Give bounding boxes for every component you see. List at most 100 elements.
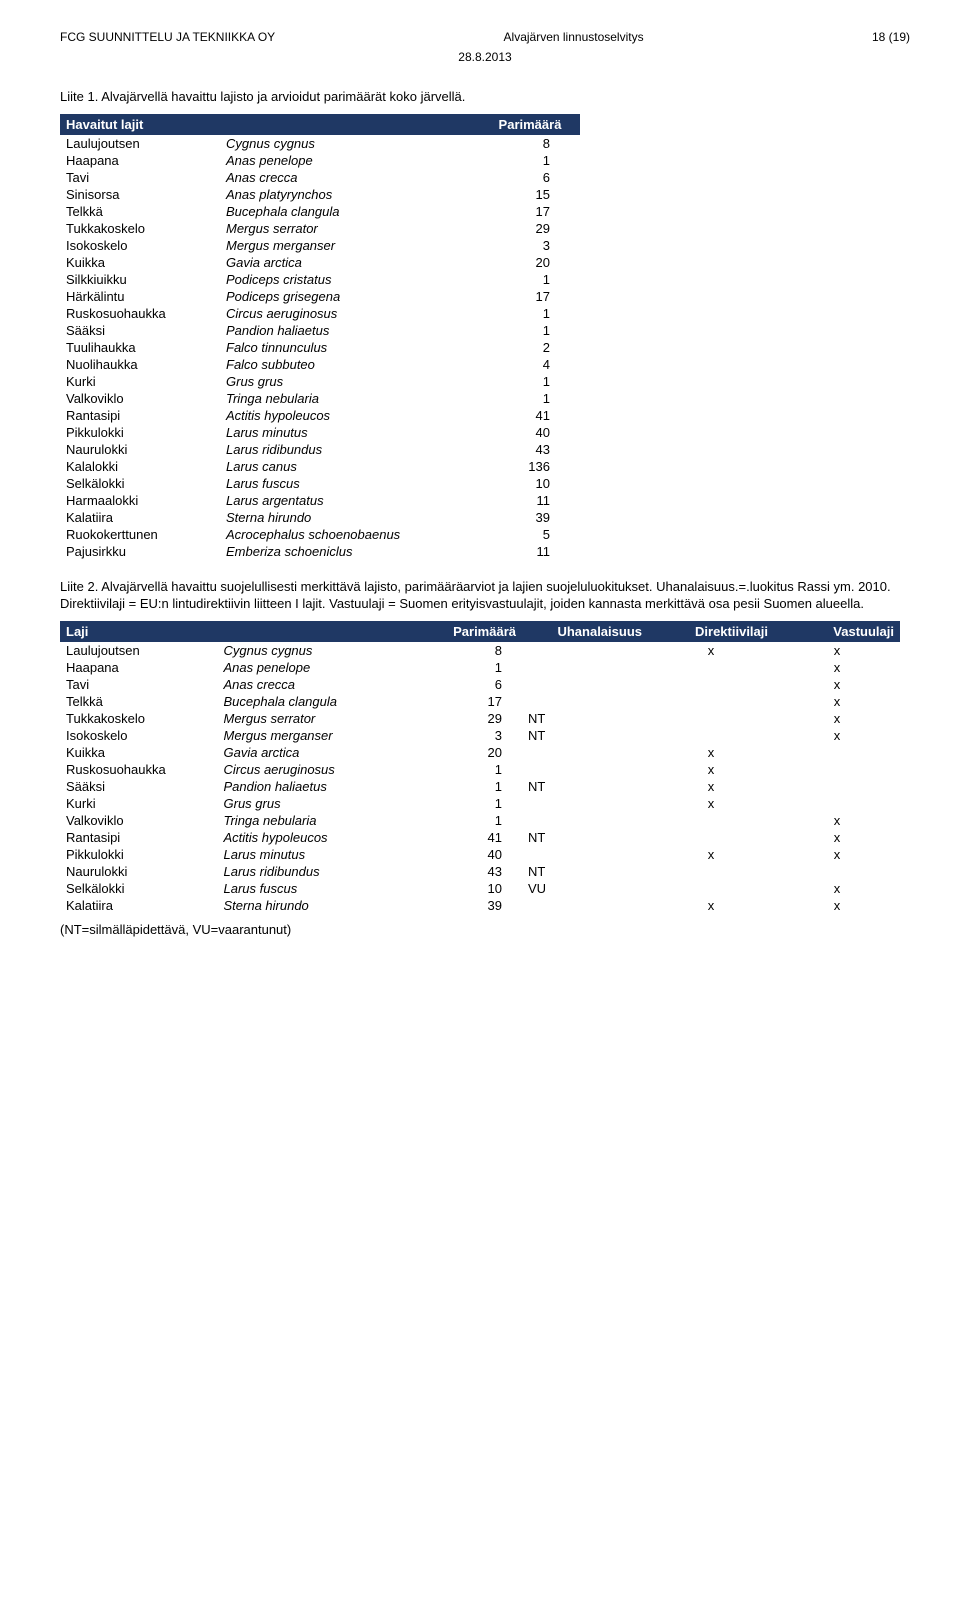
cell: VU	[522, 880, 648, 897]
cell: Laulujoutsen	[60, 642, 218, 659]
cell-name: Telkkä	[60, 203, 220, 220]
cell-count: 5	[480, 526, 580, 543]
col-scientific	[220, 114, 480, 135]
table-row: IsokoskeloMergus merganser3NTx	[60, 727, 900, 744]
cell: Isokoskelo	[60, 727, 218, 744]
cell: 6	[428, 676, 523, 693]
cell: Sääksi	[60, 778, 218, 795]
cell: 1	[428, 795, 523, 812]
cell-sci: Falco tinnunculus	[220, 339, 480, 356]
cell: Selkälokki	[60, 880, 218, 897]
cell: Kurki	[60, 795, 218, 812]
table-header-row: Laji Parimäärä Uhanalaisuus Direktiivila…	[60, 621, 900, 642]
cell-count: 1	[480, 271, 580, 288]
cell: 20	[428, 744, 523, 761]
table-row: TukkakoskeloMergus serrator29	[60, 220, 580, 237]
table-row: KalatiiraSterna hirundo39	[60, 509, 580, 526]
cell-sci: Podiceps grisegena	[220, 288, 480, 305]
cell-sci: Anas platyrynchos	[220, 186, 480, 203]
cell: Tavi	[60, 676, 218, 693]
cell	[774, 744, 900, 761]
cell-name: Selkälokki	[60, 475, 220, 492]
cell-name: Laulujoutsen	[60, 135, 220, 152]
cell-sci: Larus fuscus	[220, 475, 480, 492]
table-row: NaurulokkiLarus ridibundus43NT	[60, 863, 900, 880]
cell-count: 1	[480, 390, 580, 407]
cell: Anas crecca	[218, 676, 428, 693]
cell-count: 17	[480, 203, 580, 220]
cell-name: Sinisorsa	[60, 186, 220, 203]
header-center: Alvajärven linnustoselvitys	[504, 30, 644, 44]
table-row: PikkulokkiLarus minutus40xx	[60, 846, 900, 863]
cell: Mergus serrator	[218, 710, 428, 727]
col-species: Havaitut lajit	[60, 114, 220, 135]
cell: NT	[522, 863, 648, 880]
cell: 3	[428, 727, 523, 744]
col-directive: Direktiivilaji	[648, 621, 774, 642]
cell-sci: Anas crecca	[220, 169, 480, 186]
col-pairs: Parimäärä	[428, 621, 523, 642]
page-header: FCG SUUNNITTELU JA TEKNIIKKA OY Alvajärv…	[60, 30, 910, 44]
cell	[648, 693, 774, 710]
cell-count: 10	[480, 475, 580, 492]
cell-sci: Cygnus cygnus	[220, 135, 480, 152]
cell: Sterna hirundo	[218, 897, 428, 914]
cell	[648, 863, 774, 880]
table-row: HärkälintuPodiceps grisegena17	[60, 288, 580, 305]
cell-name: Pajusirkku	[60, 543, 220, 560]
cell-sci: Podiceps cristatus	[220, 271, 480, 288]
cell-count: 4	[480, 356, 580, 373]
header-left: FCG SUUNNITTELU JA TEKNIIKKA OY	[60, 30, 275, 44]
cell: x	[774, 642, 900, 659]
cell: Anas penelope	[218, 659, 428, 676]
cell: x	[648, 846, 774, 863]
cell: Pikkulokki	[60, 846, 218, 863]
species-table-1: Havaitut lajit Parimäärä LaulujoutsenCyg…	[60, 114, 580, 560]
cell-sci: Circus aeruginosus	[220, 305, 480, 322]
cell: x	[774, 812, 900, 829]
cell	[522, 761, 648, 778]
cell-count: 15	[480, 186, 580, 203]
table-row: SelkälokkiLarus fuscus10	[60, 475, 580, 492]
cell-name: Kurki	[60, 373, 220, 390]
cell	[522, 744, 648, 761]
cell: Actitis hypoleucos	[218, 829, 428, 846]
cell: 39	[428, 897, 523, 914]
cell-sci: Grus grus	[220, 373, 480, 390]
table-row: HarmaalokkiLarus argentatus11	[60, 492, 580, 509]
cell: 43	[428, 863, 523, 880]
table-row: KuikkaGavia arctica20x	[60, 744, 900, 761]
cell	[774, 778, 900, 795]
cell: NT	[522, 778, 648, 795]
cell	[522, 795, 648, 812]
cell	[522, 659, 648, 676]
cell: Gavia arctica	[218, 744, 428, 761]
cell: NT	[522, 829, 648, 846]
table-row: NaurulokkiLarus ridibundus43	[60, 441, 580, 458]
footnote: (NT=silmälläpidettävä, VU=vaarantunut)	[60, 922, 910, 937]
cell: x	[774, 710, 900, 727]
table-row: KurkiGrus grus1	[60, 373, 580, 390]
cell: x	[648, 642, 774, 659]
caption-liite-2: Liite 2. Alvajärvellä havaittu suojelull…	[60, 578, 910, 613]
cell	[648, 727, 774, 744]
table-row: RuskosuohaukkaCircus aeruginosus1x	[60, 761, 900, 778]
cell	[522, 812, 648, 829]
cell: Mergus merganser	[218, 727, 428, 744]
table-row: RantasipiActitis hypoleucos41	[60, 407, 580, 424]
cell: NT	[522, 710, 648, 727]
cell: x	[774, 846, 900, 863]
cell	[648, 676, 774, 693]
table-row: IsokoskeloMergus merganser3	[60, 237, 580, 254]
cell-name: Kuikka	[60, 254, 220, 271]
cell: x	[774, 693, 900, 710]
cell: Cygnus cygnus	[218, 642, 428, 659]
table-row: ValkovikloTringa nebularia1x	[60, 812, 900, 829]
header-date: 28.8.2013	[60, 50, 910, 64]
cell: 1	[428, 761, 523, 778]
cell-count: 1	[480, 322, 580, 339]
table-row: TelkkäBucephala clangula17	[60, 203, 580, 220]
cell-name: Sääksi	[60, 322, 220, 339]
table-row: TaviAnas crecca6	[60, 169, 580, 186]
cell: Naurulokki	[60, 863, 218, 880]
